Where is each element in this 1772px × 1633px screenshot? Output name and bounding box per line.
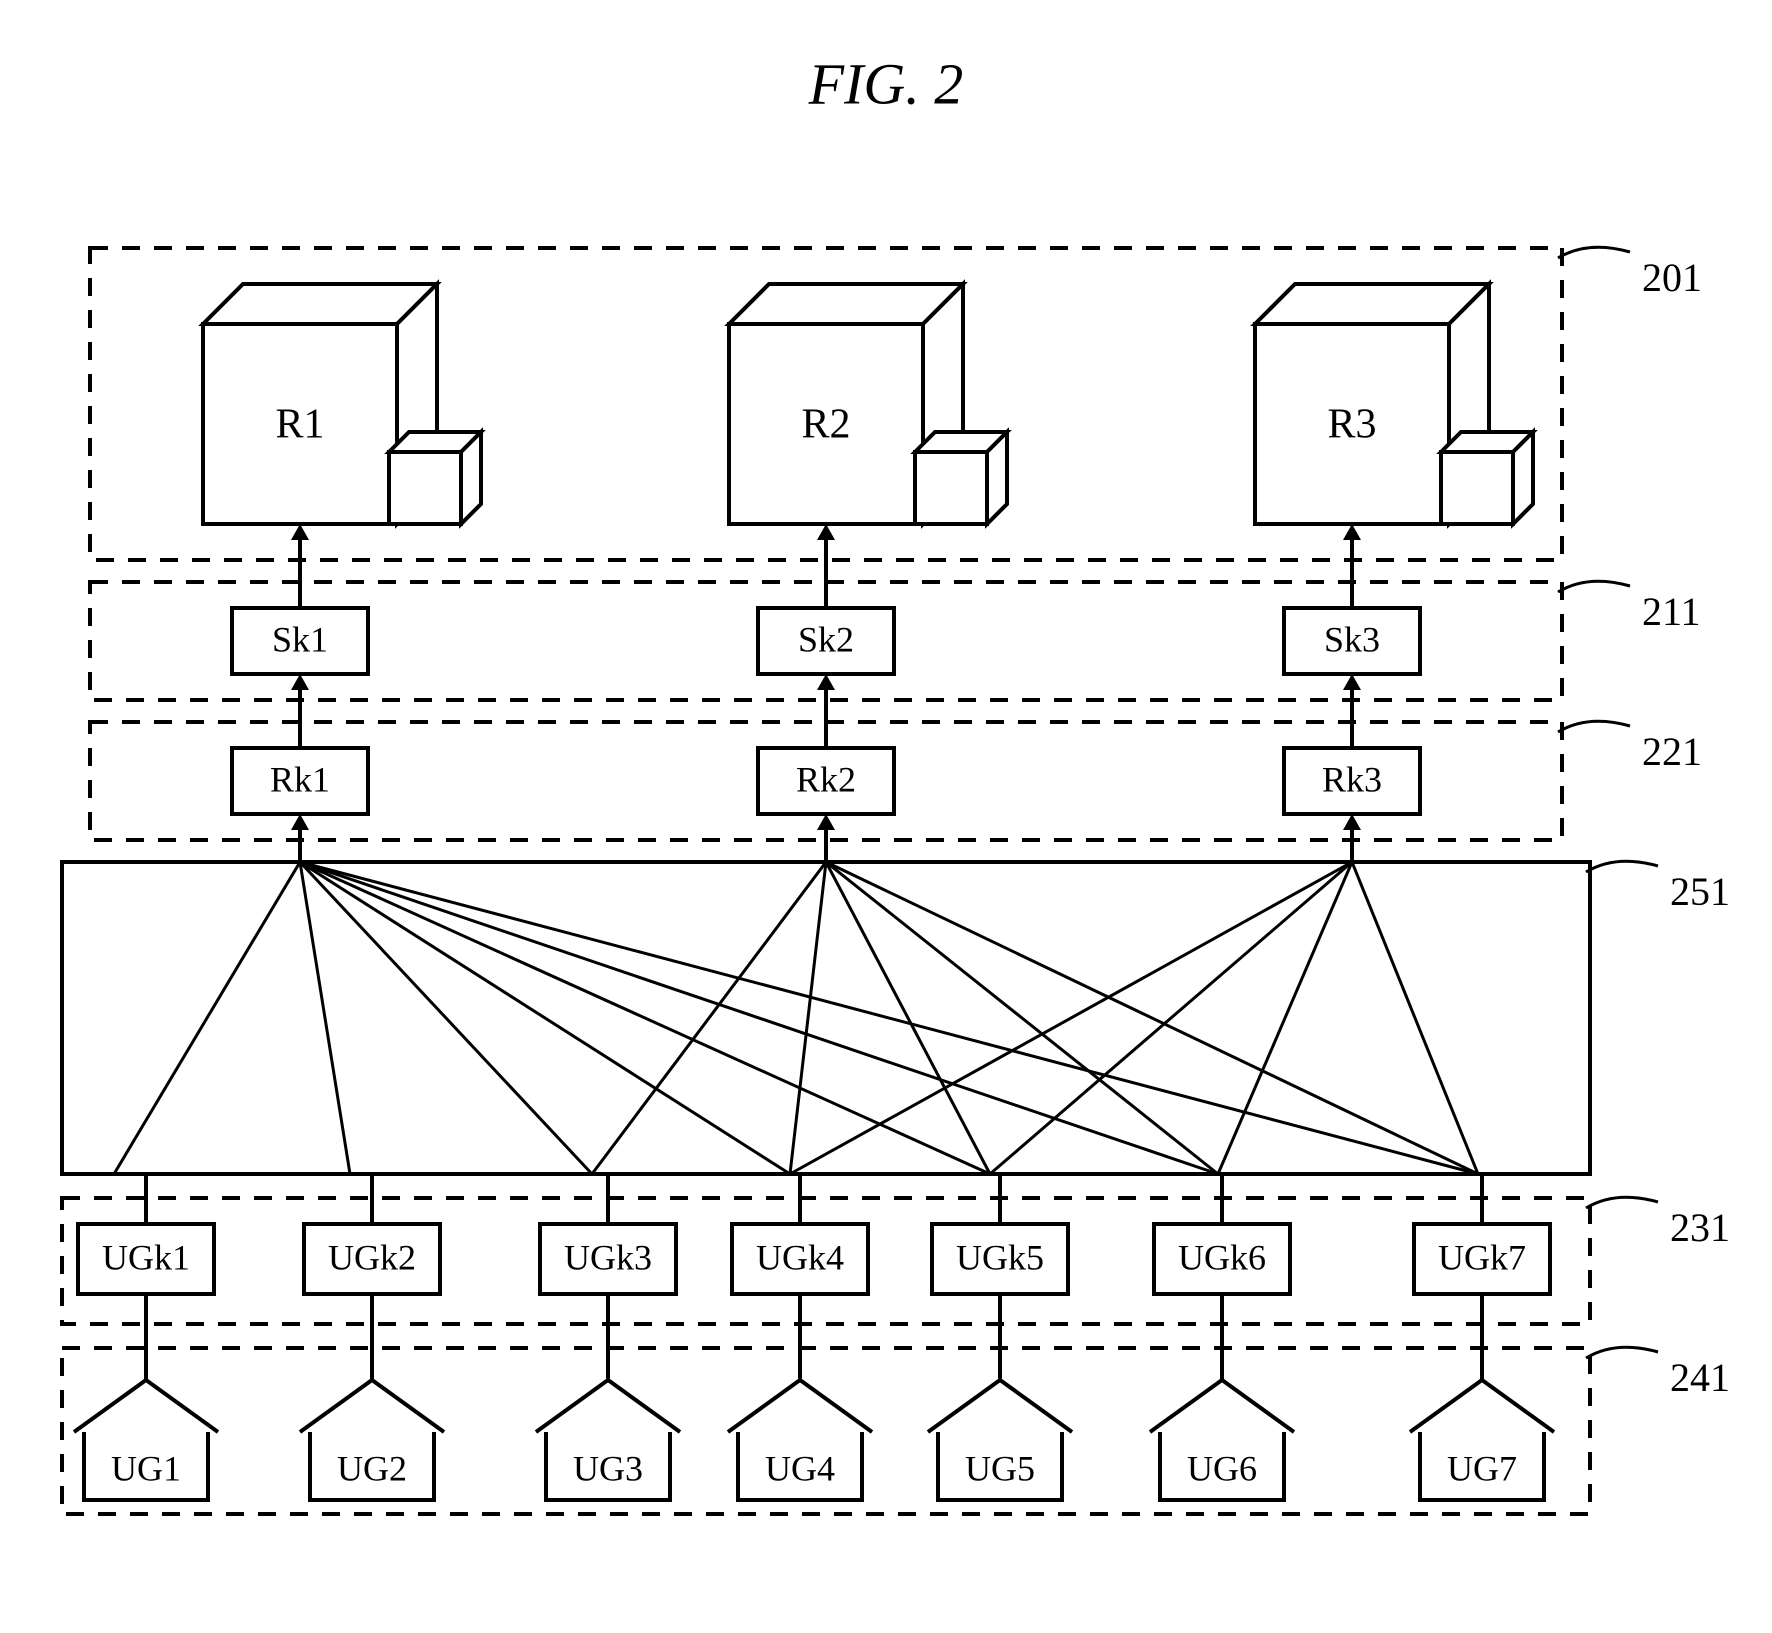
svg-text:UG5: UG5 <box>965 1448 1035 1488</box>
svg-text:Sk3: Sk3 <box>1324 619 1380 659</box>
svg-text:UG1: UG1 <box>111 1448 181 1488</box>
svg-text:UGk6: UGk6 <box>1178 1237 1266 1277</box>
svg-text:UGk7: UGk7 <box>1438 1237 1526 1277</box>
svg-text:221: 221 <box>1642 729 1702 774</box>
svg-text:UGk1: UGk1 <box>102 1237 190 1277</box>
svg-text:UGk5: UGk5 <box>956 1237 1044 1277</box>
svg-text:201: 201 <box>1642 255 1702 300</box>
svg-text:Sk1: Sk1 <box>272 619 328 659</box>
svg-text:UGk2: UGk2 <box>328 1237 416 1277</box>
svg-text:UG2: UG2 <box>337 1448 407 1488</box>
figure-svg: FIG. 2 201 211 221 251 231 241 R1 R2 R3 Sk1 Sk2 Sk3 R… <box>0 0 1772 1633</box>
svg-text:UG3: UG3 <box>573 1448 643 1488</box>
svg-text:FIG. 2: FIG. 2 <box>808 51 964 116</box>
svg-text:R2: R2 <box>801 402 850 448</box>
svg-text:251: 251 <box>1670 869 1730 914</box>
svg-text:UG6: UG6 <box>1187 1448 1257 1488</box>
svg-text:UG7: UG7 <box>1447 1448 1517 1488</box>
svg-text:R1: R1 <box>275 402 324 448</box>
svg-text:211: 211 <box>1642 589 1701 634</box>
svg-text:Rk1: Rk1 <box>270 759 330 799</box>
svg-text:231: 231 <box>1670 1205 1730 1250</box>
svg-text:241: 241 <box>1670 1355 1730 1400</box>
svg-text:UGk3: UGk3 <box>564 1237 652 1277</box>
svg-text:UGk4: UGk4 <box>756 1237 844 1277</box>
svg-text:Rk3: Rk3 <box>1322 759 1382 799</box>
svg-text:Rk2: Rk2 <box>796 759 856 799</box>
svg-text:UG4: UG4 <box>765 1448 835 1488</box>
svg-text:Sk2: Sk2 <box>798 619 854 659</box>
svg-text:R3: R3 <box>1327 402 1376 448</box>
